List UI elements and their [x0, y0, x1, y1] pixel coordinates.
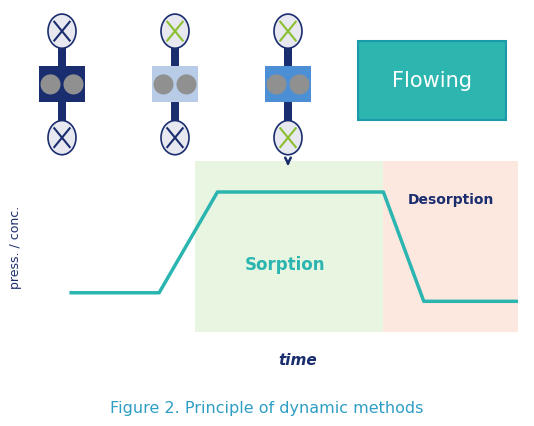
Bar	[265, 67, 311, 103]
Ellipse shape	[274, 15, 302, 49]
Text: time: time	[279, 352, 318, 367]
Bar	[58, 103, 66, 121]
Bar	[284, 103, 292, 121]
Text: Figure 2. Principle of dynamic methods: Figure 2. Principle of dynamic methods	[111, 400, 423, 415]
Bar	[383, 162, 527, 332]
Bar	[171, 103, 179, 121]
Bar	[171, 49, 179, 67]
FancyBboxPatch shape	[358, 42, 506, 120]
Ellipse shape	[153, 75, 174, 95]
Text: Flowing: Flowing	[392, 71, 472, 91]
Ellipse shape	[274, 121, 302, 155]
Bar	[152, 67, 198, 103]
Ellipse shape	[64, 75, 83, 95]
Text: Sorption: Sorption	[245, 255, 325, 273]
Bar	[58, 49, 66, 67]
Ellipse shape	[48, 15, 76, 49]
Bar	[284, 49, 292, 67]
Bar	[195, 162, 383, 332]
Ellipse shape	[41, 75, 60, 95]
Bar	[39, 67, 85, 103]
Ellipse shape	[289, 75, 310, 95]
Ellipse shape	[266, 75, 287, 95]
Text: press. / conc.: press. / conc.	[9, 206, 22, 288]
Text: Desorption: Desorption	[407, 193, 494, 206]
Ellipse shape	[177, 75, 197, 95]
Ellipse shape	[161, 15, 189, 49]
Ellipse shape	[48, 121, 76, 155]
Ellipse shape	[161, 121, 189, 155]
